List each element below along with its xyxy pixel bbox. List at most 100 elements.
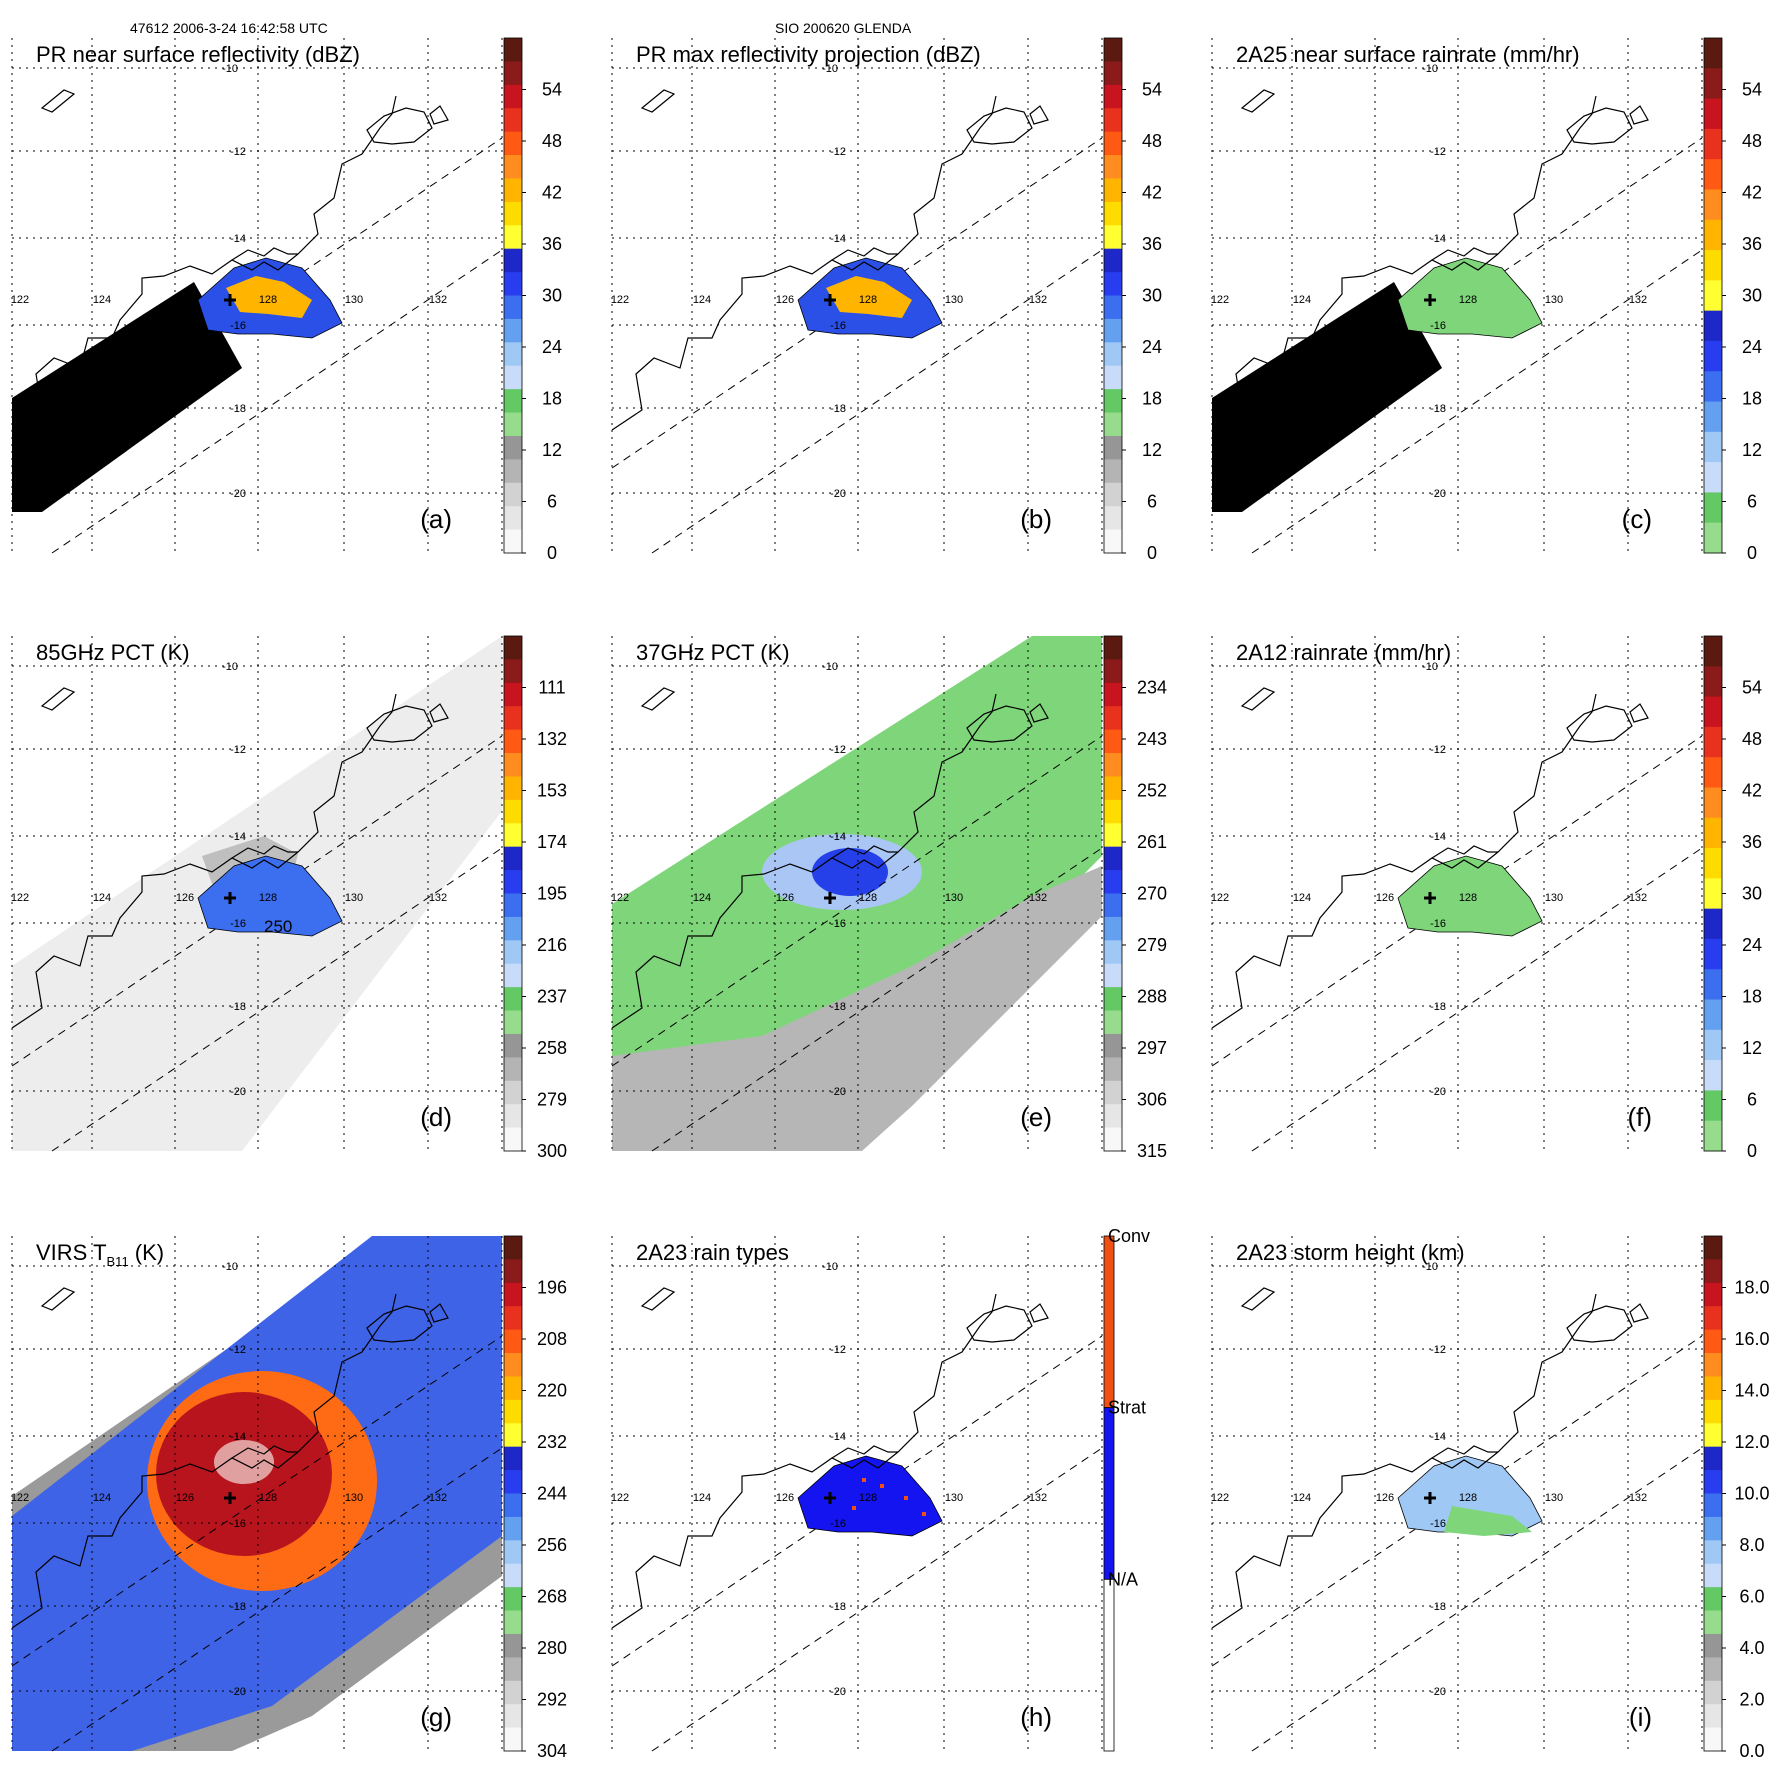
colorbar-segment xyxy=(504,155,522,179)
colorbar-segment xyxy=(1704,492,1722,524)
island-2 xyxy=(1029,105,1049,125)
bay-coast xyxy=(1431,1445,1498,1459)
colorbar-segment xyxy=(1704,848,1722,879)
colorbar-segment xyxy=(504,459,522,484)
island-1 xyxy=(366,705,433,743)
lon-label: 130 xyxy=(1545,892,1563,904)
island-1 xyxy=(966,107,1033,145)
legend-label: N/A xyxy=(1108,1569,1138,1589)
colorbar-label: 174 xyxy=(537,832,567,852)
coastline xyxy=(611,1293,997,1629)
colorbar-segment xyxy=(504,1033,522,1058)
colorbar-segment xyxy=(1704,522,1722,554)
colorbar-segment xyxy=(1704,310,1722,342)
coastline xyxy=(611,95,997,431)
lon-label: 122 xyxy=(11,1492,29,1504)
colorbar-segment xyxy=(1104,365,1122,390)
lat-label: -18 xyxy=(230,1601,246,1613)
lon-label: 124 xyxy=(693,294,711,306)
lon-label: 128 xyxy=(859,892,877,904)
island-2 xyxy=(1629,703,1649,723)
lon-label: 124 xyxy=(1293,1492,1311,1504)
colorbar-segment xyxy=(504,389,522,414)
colorbar-segment xyxy=(504,1516,522,1541)
lon-label: 124 xyxy=(93,892,111,904)
colorbar-segment xyxy=(1104,987,1122,1012)
colorbar-segment xyxy=(1704,696,1722,728)
lat-label: -10 xyxy=(822,63,838,75)
lon-label: 122 xyxy=(1211,892,1229,904)
colorbar-segment xyxy=(1104,435,1122,460)
colorbar-label: 42 xyxy=(1742,183,1762,203)
lon-label: 132 xyxy=(1629,294,1647,306)
colorbar-label: 0 xyxy=(1747,543,1757,563)
colorbar-segment xyxy=(1704,1446,1722,1471)
colorbar-label: 54 xyxy=(542,80,562,100)
lat-label: -18 xyxy=(830,1601,846,1613)
bay-coast xyxy=(831,1445,898,1459)
lon-label: 130 xyxy=(945,1492,963,1504)
island-1 xyxy=(1566,107,1633,145)
colorbar-segment xyxy=(1704,250,1722,281)
conv-pixel xyxy=(922,1512,926,1516)
panel-title: 37GHz PCT (K) xyxy=(636,640,790,665)
colorbar-label: 14.0 xyxy=(1734,1381,1769,1401)
lat-label: -14 xyxy=(830,233,846,245)
colorbar-label: 30 xyxy=(542,286,562,306)
panel-title: 2A23 storm height (km) xyxy=(1236,1240,1465,1265)
lat-label: -20 xyxy=(1430,1686,1446,1698)
legend-label: Strat xyxy=(1108,1398,1146,1418)
colorbar-segment xyxy=(1104,529,1122,554)
colorbar-segment xyxy=(504,412,522,437)
colorbar-segment xyxy=(1104,1057,1122,1082)
colorbar-label: 6 xyxy=(1747,1090,1757,1110)
panel-e: 122 124 126 128 130 132 -10 -12 -14 -16 -18 -20 37GH… xyxy=(611,635,1167,1161)
colorbar-segment xyxy=(1704,908,1722,940)
colorbar-segment xyxy=(1704,817,1722,849)
conv-pixel xyxy=(904,1496,908,1500)
island-2 xyxy=(1629,1303,1649,1323)
colorbar-segment xyxy=(504,1399,522,1424)
island-1 xyxy=(1566,705,1633,743)
colorbar-label: 237 xyxy=(537,987,567,1007)
lon-label: 124 xyxy=(693,892,711,904)
colorbar-label: 252 xyxy=(1137,781,1167,801)
intense-echo xyxy=(826,276,912,318)
colorbar-a: 54 48 42 36 30 24 18 12 6 0 xyxy=(503,37,562,563)
swath-37ghz-gray xyxy=(612,866,1102,1151)
lat-label: -10 xyxy=(822,1261,838,1273)
lon-label: 132 xyxy=(1029,1492,1047,1504)
island-0 xyxy=(40,89,76,113)
colorbar-label: 42 xyxy=(1742,781,1762,801)
lat-label: -12 xyxy=(830,1344,846,1356)
colorbar-segment xyxy=(1704,1423,1722,1448)
colorbar-segment xyxy=(1704,1493,1722,1518)
colorbar-label: 279 xyxy=(537,1090,567,1110)
swath-edge-0 xyxy=(11,1335,503,1667)
colorbar-segment xyxy=(1104,823,1122,848)
swath-edge-0 xyxy=(611,735,1103,1067)
lon-label: 130 xyxy=(945,892,963,904)
colorbar-segment xyxy=(504,342,522,367)
colorbar-segment xyxy=(1704,189,1722,221)
colorbar-label: 244 xyxy=(537,1484,567,1504)
colorbar-segment xyxy=(1704,1376,1722,1401)
colorbar-segment xyxy=(504,1236,522,1260)
colorbar-label: 4.0 xyxy=(1739,1638,1764,1658)
colorbar-label: 256 xyxy=(537,1535,567,1555)
colorbar-segment xyxy=(1104,963,1122,988)
lat-label: -16 xyxy=(1430,918,1446,930)
lon-label: 130 xyxy=(345,1492,363,1504)
colorbar-label: 42 xyxy=(542,183,562,203)
panel-letter: (i) xyxy=(1629,1702,1652,1732)
colorbar-segment xyxy=(1704,666,1722,698)
colorbar-segment xyxy=(1704,726,1722,758)
colorbar-segment xyxy=(504,529,522,554)
colorbar-segment xyxy=(504,1540,522,1565)
colorbar-label: 315 xyxy=(1137,1141,1167,1161)
lat-label: -10 xyxy=(1422,1261,1438,1273)
colorbar-segment xyxy=(1704,340,1722,372)
colorbar-segment xyxy=(504,1080,522,1105)
colorbar-segment xyxy=(1704,1353,1722,1377)
